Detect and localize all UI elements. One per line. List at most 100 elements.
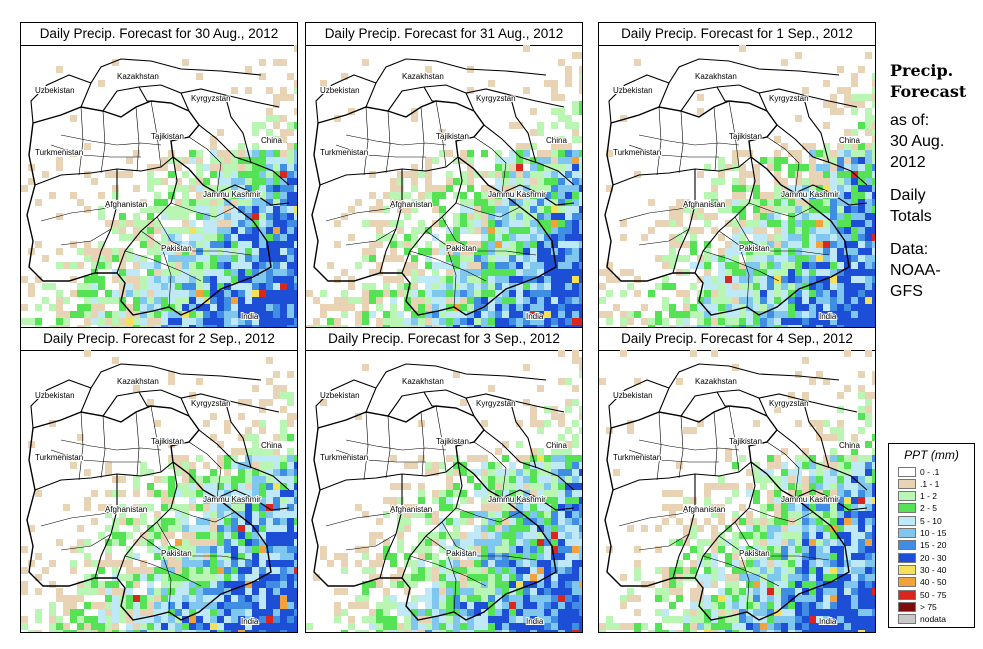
precip-cell xyxy=(273,497,280,504)
precip-cell xyxy=(294,227,297,234)
precip-cell xyxy=(287,581,294,588)
precip-cell xyxy=(872,290,875,297)
precip-cell xyxy=(516,483,523,490)
precip-cell xyxy=(662,325,669,327)
precip-cell xyxy=(425,595,432,602)
precip-cell xyxy=(369,567,376,574)
precip-cell xyxy=(865,602,872,609)
precip-cell xyxy=(126,157,133,164)
precip-cell xyxy=(572,248,579,255)
precip-cell xyxy=(238,581,245,588)
precip-cell xyxy=(439,462,446,469)
precip-cell xyxy=(231,220,238,227)
precip-cell xyxy=(98,581,105,588)
precip-cell xyxy=(224,164,231,171)
precip-cell xyxy=(579,518,582,525)
precip-cell xyxy=(774,462,781,469)
precip-cell xyxy=(872,276,875,283)
precip-cell xyxy=(126,311,133,318)
precip-cell xyxy=(280,269,287,276)
precip-cell xyxy=(411,185,418,192)
precip-cell xyxy=(760,241,767,248)
precip-cell xyxy=(802,392,809,399)
precip-cell xyxy=(231,178,238,185)
precip-cell xyxy=(669,255,676,262)
legend-item: 5 - 10 xyxy=(898,515,942,526)
precip-cell xyxy=(411,164,418,171)
precip-cell xyxy=(287,94,294,101)
precip-cell xyxy=(683,630,690,632)
precip-cell xyxy=(795,255,802,262)
precip-cell xyxy=(460,630,467,632)
precip-cell xyxy=(551,185,558,192)
precip-cell xyxy=(823,262,830,269)
precip-cell xyxy=(287,276,294,283)
precip-cell xyxy=(287,525,294,532)
precip-cell xyxy=(189,199,196,206)
precip-cell xyxy=(802,581,809,588)
precip-cell xyxy=(126,602,133,609)
precip-cell xyxy=(830,269,837,276)
precip-cell xyxy=(823,532,830,539)
precip-cell xyxy=(175,567,182,574)
precip-cell xyxy=(294,546,297,553)
precip-cell xyxy=(196,227,203,234)
precip-cell xyxy=(599,623,606,630)
precip-cell xyxy=(49,420,56,427)
precip-cell xyxy=(823,297,830,304)
precip-cell xyxy=(196,581,203,588)
precip-cell xyxy=(56,213,63,220)
precip-cell xyxy=(572,511,579,518)
precip-cell xyxy=(565,150,572,157)
precip-cell xyxy=(502,311,509,318)
precip-cell xyxy=(474,297,481,304)
precip-cell xyxy=(49,325,56,327)
precip-cell xyxy=(495,227,502,234)
precip-cell xyxy=(397,318,404,325)
precip-cell xyxy=(837,206,844,213)
precip-cell xyxy=(266,318,273,325)
precip-cell xyxy=(816,511,823,518)
precip-cell xyxy=(91,255,98,262)
precip-cell xyxy=(788,553,795,560)
precip-cell xyxy=(739,325,746,327)
precip-cell xyxy=(133,283,140,290)
precip-cell xyxy=(287,504,294,511)
precip-cell xyxy=(488,283,495,290)
precip-cell xyxy=(287,283,294,290)
asof-line2: 30 Aug. xyxy=(890,133,945,150)
precip-cell xyxy=(502,476,509,483)
precip-cell xyxy=(760,560,767,567)
precip-cell xyxy=(551,241,558,248)
precip-cell xyxy=(196,248,203,255)
precip-cell xyxy=(418,192,425,199)
precip-cell xyxy=(774,136,781,143)
precip-cell xyxy=(732,199,739,206)
precip-cell xyxy=(516,588,523,595)
precip-cell xyxy=(231,150,238,157)
country-border xyxy=(658,58,840,108)
precip-cell xyxy=(474,553,481,560)
precip-cell xyxy=(259,532,266,539)
precip-cell xyxy=(266,304,273,311)
precip-cell xyxy=(70,560,77,567)
precip-cell xyxy=(56,248,63,255)
precip-cell xyxy=(425,630,432,632)
precip-cell xyxy=(530,269,537,276)
precip-cell xyxy=(544,206,551,213)
precip-cell xyxy=(858,311,865,318)
precip-cell xyxy=(439,567,446,574)
precip-cell xyxy=(252,630,259,632)
precip-cell xyxy=(537,469,544,476)
precip-cell xyxy=(551,150,558,157)
precip-cell xyxy=(112,311,119,318)
precip-cell xyxy=(551,413,558,420)
precip-cell xyxy=(245,462,252,469)
precip-cell xyxy=(816,504,823,511)
precip-cell xyxy=(746,581,753,588)
precip-cell xyxy=(196,630,203,632)
precip-cell xyxy=(823,539,830,546)
precip-cell xyxy=(551,497,558,504)
precip-cell xyxy=(320,290,327,297)
precip-cell xyxy=(788,276,795,283)
